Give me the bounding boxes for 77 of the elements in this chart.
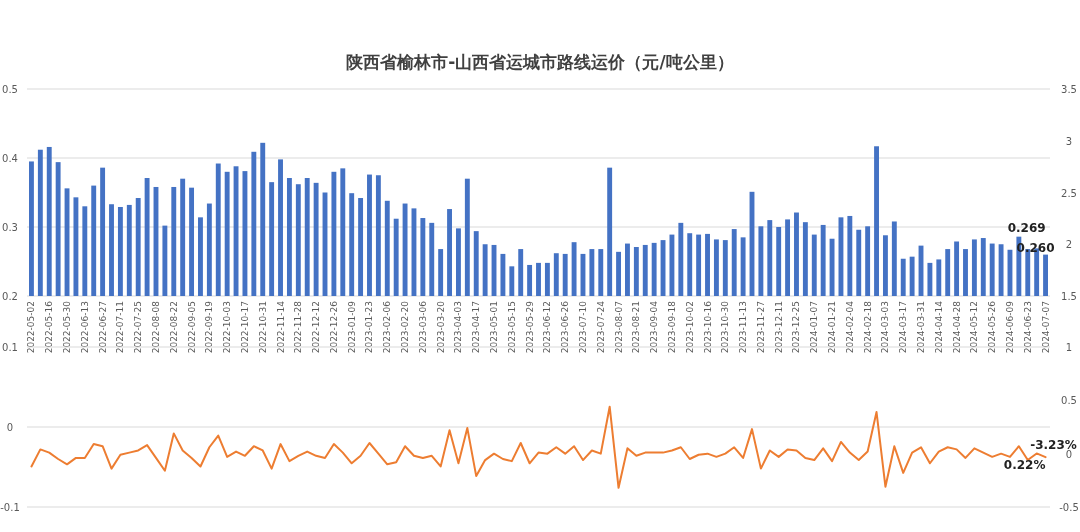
x-tick-label: 2023-05-15	[506, 301, 517, 354]
x-tick-label: 2023-09-18	[666, 300, 677, 354]
x-tick-label: 2024-05-26	[987, 300, 998, 354]
x-tick-label: 2023-02-20	[400, 300, 411, 354]
x-tick-label: 2022-10-31	[257, 301, 268, 354]
x-tick-label: 2022-08-08	[150, 300, 161, 354]
x-tick-label: 2024-01-07	[809, 301, 820, 354]
x-tick-label: 2023-07-10	[577, 300, 588, 354]
x-tick-label: 2023-10-16	[702, 300, 713, 354]
x-tick-label: 2022-07-11	[115, 301, 126, 354]
chart-title: 陕西省榆林市-山西省运城市路线运价（元/吨公里）	[346, 52, 734, 72]
x-tick-label: 2023-03-06	[417, 300, 428, 354]
x-tick-label: 2023-12-11	[773, 301, 784, 354]
x-tick-label: 2023-12-25	[791, 301, 802, 354]
x-tick-label: 2024-05-12	[969, 301, 980, 354]
x-tick-label: 2023-02-06	[382, 300, 393, 354]
x-tick-label: 2022-05-30	[62, 300, 73, 354]
x-tick-label: 2023-10-02	[684, 301, 695, 354]
x-tick-label: 2022-11-28	[293, 300, 304, 354]
x-tick-label: 2024-01-21	[827, 301, 838, 354]
x-tick-label: 2022-08-22	[168, 301, 179, 354]
y2-tick-label: 0.5	[1061, 395, 1077, 407]
y2-tick-label: 3	[1065, 135, 1073, 147]
x-tick-label: 2023-03-20	[435, 300, 446, 354]
y2-tick-label: 0	[1065, 448, 1073, 460]
x-tick-label: 2023-05-01	[489, 301, 500, 354]
data-label: 0.22%	[1003, 458, 1046, 473]
x-tick-label: 2022-12-26	[328, 300, 339, 354]
x-tick-label: 2022-09-05	[186, 301, 197, 354]
y-tick-label: 0.1	[2, 342, 18, 353]
x-tick-label: 2023-09-04	[649, 300, 660, 354]
x-tick-label: 2024-03-17	[898, 301, 909, 354]
y2-tick-label: 3.5	[1061, 84, 1077, 95]
x-tick-label: 2023-06-26	[560, 300, 571, 354]
x-tick-label: 2024-04-14	[933, 300, 944, 354]
x-tick-label: 2022-09-19	[204, 300, 215, 354]
y-tick-label: 0	[6, 422, 14, 433]
y2-tick-label: 1.5	[1061, 291, 1077, 302]
x-tick-label: 2022-07-25	[133, 301, 144, 354]
x-tick-label: 2023-04-17	[471, 301, 482, 354]
x-tick-label: 2023-08-21	[631, 301, 642, 354]
y2-tick-label: 1	[1065, 342, 1073, 353]
x-tick-label: 2022-10-03	[222, 301, 233, 354]
y-tick-label: 0.4	[2, 153, 18, 164]
x-tick-label: 2024-07-07	[1040, 301, 1051, 354]
x-tick-label: 2024-03-03	[880, 301, 891, 354]
data-label: 0.269	[1007, 221, 1046, 236]
x-tick-label: 2023-07-24	[595, 300, 606, 354]
x-tick-label: 2022-05-02	[26, 301, 37, 354]
y2-tick-label: 2	[1065, 239, 1073, 251]
x-tick-label: 2023-11-27	[755, 301, 766, 354]
y-tick-label: 0.5	[2, 84, 18, 95]
x-tick-label: 2022-10-17	[239, 301, 250, 354]
x-tick-label: 2024-04-28	[951, 300, 962, 354]
x-tick-label: 2024-03-31	[916, 301, 927, 354]
x-tick-label: 2022-06-27	[97, 301, 108, 354]
x-tick-label: 2022-05-16	[44, 300, 55, 354]
x-tick-label: 2023-06-12	[542, 301, 553, 354]
x-tick-label: 2022-06-13	[79, 301, 90, 354]
y2-tick-label: -0.5	[1059, 502, 1079, 513]
x-tick-label: 2022-11-14	[275, 300, 286, 354]
y-tick-label: 0.2	[2, 291, 18, 302]
y-tick-label: -0.1	[0, 502, 20, 513]
x-tick-label: 2023-11-13	[738, 301, 749, 354]
y2-tick-label: 2.5	[1061, 187, 1077, 199]
x-tick-label: 2024-02-18	[862, 300, 873, 354]
x-tick-label: 2022-12-12	[311, 301, 322, 354]
x-tick-label: 2023-01-09	[346, 300, 357, 354]
x-tick-label: 2023-01-23	[364, 301, 375, 354]
x-tick-label: 2024-02-04	[844, 300, 855, 354]
y-tick-label: 0.3	[2, 222, 18, 233]
x-tick-label: 2023-05-29	[524, 300, 535, 354]
x-tick-label: 2023-04-03	[453, 301, 464, 354]
x-tick-label: 2023-08-07	[613, 301, 624, 354]
x-tick-label: 2024-06-09	[1004, 300, 1015, 354]
x-tick-label: 2024-06-23	[1022, 301, 1033, 354]
x-tick-label: 2023-10-30	[720, 300, 731, 354]
